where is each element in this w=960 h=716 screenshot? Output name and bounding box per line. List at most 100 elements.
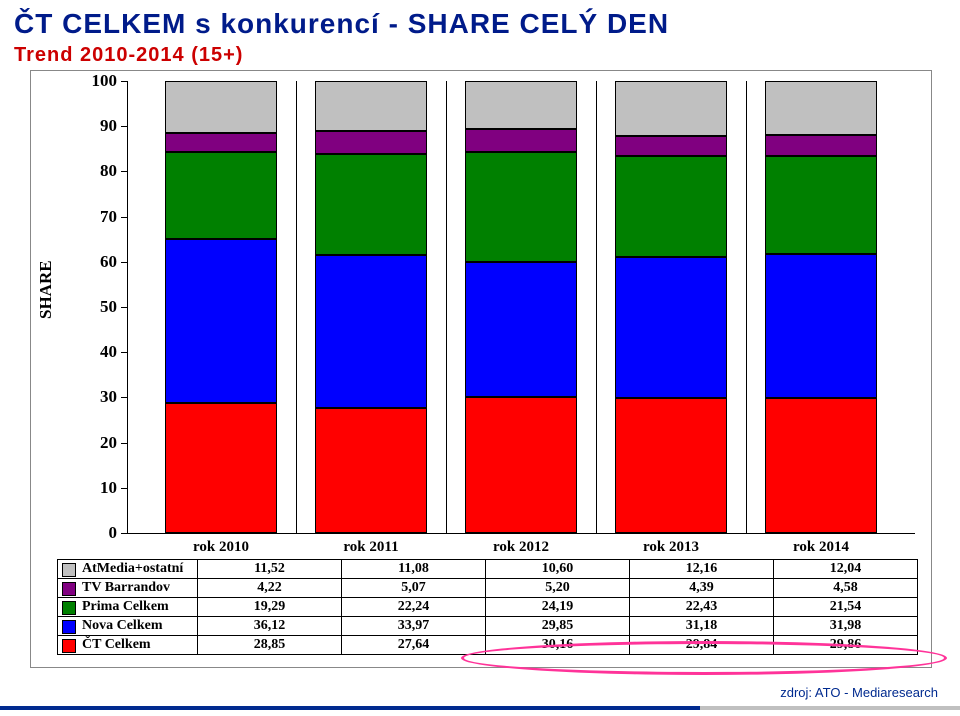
category-label: rok 2012 xyxy=(465,537,577,557)
series-label: AtMedia+ostatní xyxy=(82,561,183,576)
y-tick xyxy=(121,352,127,353)
bar-segment xyxy=(165,81,277,133)
bar-segment xyxy=(465,81,577,129)
bar-segment xyxy=(165,152,277,239)
chart-frame: SHARE rok 2010rok 2011rok 2012rok 2013ro… xyxy=(30,70,932,668)
bar-segment xyxy=(615,156,727,257)
table-row: TV Barrandov 4,225,075,204,394,58 xyxy=(58,579,918,598)
table-cell: 33,97 xyxy=(342,617,486,636)
bar-segment xyxy=(615,257,727,398)
table-cell: 29,84 xyxy=(630,636,774,655)
table-row: ČT Celkem 28,8527,6430,1629,8429,86 xyxy=(58,636,918,655)
y-tick xyxy=(121,533,127,534)
y-tick xyxy=(121,397,127,398)
table-cell: 12,04 xyxy=(774,560,918,579)
y-tick-label: 70 xyxy=(71,208,117,225)
y-tick xyxy=(121,171,127,172)
table-cell: 5,07 xyxy=(342,579,486,598)
y-tick-label: 30 xyxy=(71,388,117,405)
grid-vline xyxy=(446,81,447,533)
series-label: Prima Celkem xyxy=(82,599,169,614)
bar-segment xyxy=(165,133,277,152)
y-tick xyxy=(121,81,127,82)
table-cell: 22,24 xyxy=(342,598,486,617)
y-tick-label: 10 xyxy=(71,479,117,496)
bar-segment xyxy=(315,81,427,131)
table-cell: 22,43 xyxy=(630,598,774,617)
y-tick-label: 100 xyxy=(71,72,117,89)
table-cell: 5,20 xyxy=(486,579,630,598)
category-row: rok 2010rok 2011rok 2012rok 2013rok 2014 xyxy=(127,537,915,557)
bar-segment xyxy=(465,262,577,397)
page-root: ČT CELKEM s konkurencí - SHARE CELÝ DEN … xyxy=(0,0,960,716)
table-cell: 4,58 xyxy=(774,579,918,598)
table-cell: 29,85 xyxy=(486,617,630,636)
y-tick-label: 90 xyxy=(71,117,117,134)
page-subtitle: Trend 2010-2014 (15+) xyxy=(0,40,960,67)
bar-segment xyxy=(315,255,427,409)
legend-swatch xyxy=(62,639,76,653)
grid-vline xyxy=(746,81,747,533)
page-title: ČT CELKEM s konkurencí - SHARE CELÝ DEN xyxy=(0,0,960,40)
table-row: Prima Celkem 19,2922,2424,1922,4321,54 xyxy=(58,598,918,617)
bar-segment xyxy=(165,239,277,402)
series-header: AtMedia+ostatní xyxy=(58,560,198,579)
series-label: TV Barrandov xyxy=(82,580,170,595)
table-cell: 12,16 xyxy=(630,560,774,579)
y-tick-label: 20 xyxy=(71,434,117,451)
bar-segment xyxy=(165,403,277,533)
source-text: zdroj: ATO - Mediaresearch xyxy=(780,685,938,700)
footer-bar xyxy=(0,706,960,710)
table-cell: 19,29 xyxy=(198,598,342,617)
bar-segment xyxy=(615,398,727,533)
series-header: ČT Celkem xyxy=(58,636,198,655)
series-label: Nova Celkem xyxy=(82,618,163,633)
bar-column xyxy=(465,81,577,533)
y-tick xyxy=(121,262,127,263)
plot-area xyxy=(127,81,915,533)
y-tick xyxy=(121,126,127,127)
table-cell: 28,85 xyxy=(198,636,342,655)
table-cell: 21,54 xyxy=(774,598,918,617)
table-cell: 29,86 xyxy=(774,636,918,655)
bar-segment xyxy=(315,408,427,533)
table-row: AtMedia+ostatní11,5211,0810,6012,1612,04 xyxy=(58,560,918,579)
x-axis-line xyxy=(127,533,915,534)
legend-swatch xyxy=(62,601,76,615)
y-tick xyxy=(121,307,127,308)
series-header: Prima Celkem xyxy=(58,598,198,617)
grid-vline xyxy=(596,81,597,533)
table-cell: 31,98 xyxy=(774,617,918,636)
bar-column xyxy=(615,81,727,533)
table-cell: 24,19 xyxy=(486,598,630,617)
table-cell: 30,16 xyxy=(486,636,630,655)
category-label: rok 2014 xyxy=(765,537,877,557)
bar-segment xyxy=(765,81,877,135)
bar-segment xyxy=(465,397,577,533)
y-tick-label: 0 xyxy=(71,524,117,541)
bar-segment xyxy=(765,156,877,253)
y-tick-label: 80 xyxy=(71,162,117,179)
y-tick xyxy=(121,443,127,444)
y-tick xyxy=(121,488,127,489)
series-label: ČT Celkem xyxy=(82,637,151,652)
y-tick-label: 60 xyxy=(71,253,117,270)
category-label: rok 2013 xyxy=(615,537,727,557)
table-cell: 4,39 xyxy=(630,579,774,598)
legend-swatch xyxy=(62,582,76,596)
y-tick-label: 40 xyxy=(71,343,117,360)
bar-segment xyxy=(465,152,577,261)
table-cell: 4,22 xyxy=(198,579,342,598)
table-cell: 10,60 xyxy=(486,560,630,579)
series-header: Nova Celkem xyxy=(58,617,198,636)
bar-column xyxy=(165,81,277,533)
table-cell: 27,64 xyxy=(342,636,486,655)
bar-column xyxy=(315,81,427,533)
bar-segment xyxy=(615,81,727,136)
bar-segment xyxy=(615,136,727,156)
bar-segment xyxy=(465,129,577,153)
legend-swatch xyxy=(62,563,76,577)
legend-swatch xyxy=(62,620,76,634)
bar-column xyxy=(765,81,877,533)
table-cell: 11,08 xyxy=(342,560,486,579)
